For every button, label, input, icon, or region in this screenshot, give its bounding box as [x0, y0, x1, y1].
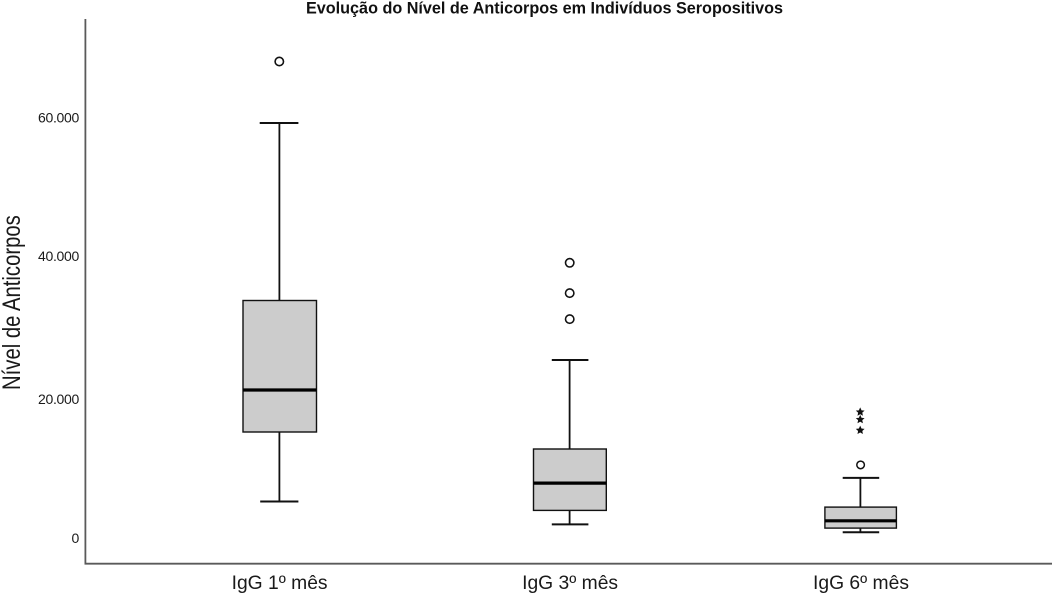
svg-text:IgG 3º mês: IgG 3º mês [522, 573, 618, 594]
svg-text:40.000: 40.000 [38, 248, 80, 264]
svg-text:IgG 6º mês: IgG 6º mês [813, 573, 909, 594]
svg-text:Evolução do Nível de Anticorpo: Evolução do Nível de Anticorpos em Indiv… [306, 0, 783, 18]
svg-text:0: 0 [72, 530, 80, 546]
svg-text:60.000: 60.000 [38, 110, 80, 126]
svg-text:IgG 1º mês: IgG 1º mês [232, 573, 328, 594]
svg-text:Nível de Anticorpos: Nível de Anticorpos [0, 215, 26, 390]
svg-text:20.000: 20.000 [38, 391, 80, 407]
